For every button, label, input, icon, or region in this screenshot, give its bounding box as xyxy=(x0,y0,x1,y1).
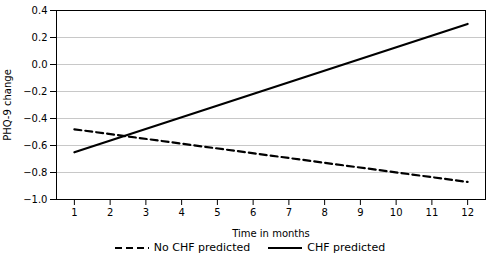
svg-text:2: 2 xyxy=(107,207,113,218)
svg-text:5: 5 xyxy=(214,207,220,218)
svg-text:−0.2: −0.2 xyxy=(23,86,47,97)
svg-text:10: 10 xyxy=(390,207,403,218)
svg-text:−0.6: −0.6 xyxy=(23,140,47,151)
svg-text:0.0: 0.0 xyxy=(32,59,48,70)
html-text:CHF predicted: CHF predicted xyxy=(307,241,386,254)
svg-text:PHQ-9 change: PHQ-9 change xyxy=(2,69,13,141)
svg-text:Time in months: Time in months xyxy=(231,228,310,239)
svg-text:4: 4 xyxy=(178,207,184,218)
svg-text:−1.0: −1.0 xyxy=(23,194,47,205)
svg-text:0.4: 0.4 xyxy=(32,5,48,16)
svg-text:7: 7 xyxy=(286,207,292,218)
svg-text:6: 6 xyxy=(250,207,256,218)
svg-text:−0.8: −0.8 xyxy=(23,167,47,178)
svg-text:−0.4: −0.4 xyxy=(23,113,47,124)
svg-text:8: 8 xyxy=(321,207,327,218)
svg-text:3: 3 xyxy=(143,207,149,218)
svg-text:11: 11 xyxy=(426,207,439,218)
svg-text:1: 1 xyxy=(71,207,77,218)
svg-text:9: 9 xyxy=(357,207,363,218)
svg-text:12: 12 xyxy=(461,207,474,218)
html-text:No CHF predicted: No CHF predicted xyxy=(153,241,251,254)
svg-text:0.2: 0.2 xyxy=(32,32,48,43)
